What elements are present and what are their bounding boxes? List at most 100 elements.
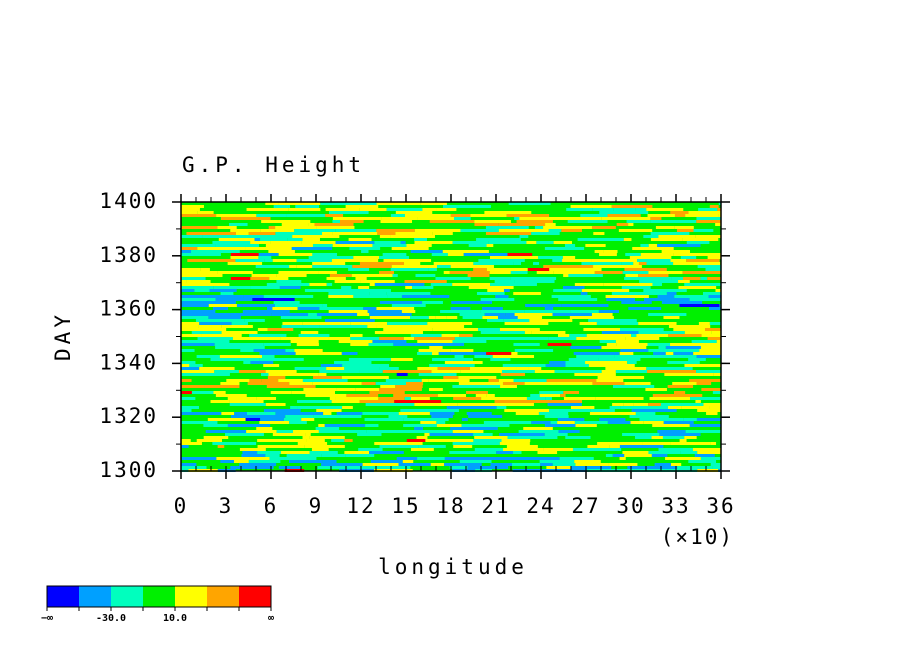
field-streak bbox=[318, 424, 325, 427]
field-streak bbox=[363, 241, 375, 244]
field-streak bbox=[436, 421, 446, 424]
field-streak bbox=[684, 283, 721, 286]
field-streak bbox=[359, 262, 404, 265]
field-streak bbox=[689, 424, 696, 427]
field-streak bbox=[673, 352, 682, 355]
field-streak bbox=[452, 241, 489, 244]
field-streak bbox=[181, 463, 197, 466]
field-streak bbox=[205, 430, 247, 433]
field-streak bbox=[490, 283, 537, 286]
field-streak bbox=[321, 454, 346, 457]
field-streak bbox=[276, 274, 307, 277]
field-streak bbox=[374, 442, 423, 445]
field-streak bbox=[387, 322, 428, 325]
field-streak bbox=[349, 247, 381, 250]
field-streak bbox=[514, 280, 555, 283]
field-streak bbox=[241, 454, 266, 457]
field-streak bbox=[181, 271, 218, 274]
field-streak bbox=[332, 232, 378, 235]
field-streak bbox=[611, 205, 653, 208]
field-streak bbox=[227, 397, 257, 400]
field-streak bbox=[513, 379, 547, 382]
field-streak bbox=[446, 316, 458, 319]
field-streak bbox=[302, 322, 351, 325]
field-streak bbox=[390, 358, 413, 361]
field-streak bbox=[601, 331, 639, 334]
field-streak bbox=[367, 325, 377, 328]
field-streak bbox=[612, 403, 624, 406]
field-streak bbox=[485, 232, 532, 235]
field-streak bbox=[312, 265, 353, 268]
field-streak bbox=[685, 214, 719, 217]
field-streak bbox=[290, 340, 307, 343]
field-streak bbox=[303, 325, 320, 328]
field-streak bbox=[460, 229, 499, 232]
field-streak bbox=[489, 256, 539, 259]
field-streak bbox=[334, 280, 361, 283]
field-streak bbox=[441, 334, 460, 337]
field-streak bbox=[308, 256, 354, 259]
field-streak bbox=[336, 412, 363, 415]
field-streak bbox=[712, 391, 721, 394]
field-streak bbox=[410, 448, 434, 451]
field-streak bbox=[302, 379, 348, 382]
field-streak bbox=[625, 274, 639, 277]
field-streak bbox=[290, 406, 298, 409]
field-streak bbox=[198, 325, 222, 328]
field-streak bbox=[353, 295, 388, 298]
field-streak bbox=[667, 349, 683, 352]
field-streak bbox=[485, 226, 529, 229]
field-streak bbox=[257, 445, 305, 448]
field-streak bbox=[264, 259, 273, 262]
field-streak bbox=[534, 226, 544, 229]
field-streak bbox=[265, 454, 280, 457]
field-streak bbox=[631, 409, 677, 412]
field-streak bbox=[231, 322, 249, 325]
field-streak bbox=[679, 304, 720, 307]
field-streak bbox=[309, 283, 327, 286]
field-streak bbox=[621, 301, 652, 304]
field-streak bbox=[212, 307, 229, 310]
field-streak bbox=[558, 298, 598, 301]
field-streak bbox=[393, 394, 438, 397]
field-streak bbox=[466, 412, 492, 415]
field-streak bbox=[543, 448, 573, 451]
field-streak bbox=[646, 208, 684, 211]
colorbar-label: ∞ bbox=[268, 613, 274, 624]
field-streak bbox=[301, 418, 315, 421]
field-streak bbox=[635, 436, 652, 439]
field-streak bbox=[317, 466, 362, 469]
field-streak bbox=[597, 442, 643, 445]
field-streak bbox=[195, 319, 245, 322]
field-streak bbox=[214, 370, 239, 373]
field-streak bbox=[624, 454, 652, 457]
field-streak bbox=[417, 340, 453, 343]
field-streak bbox=[543, 265, 594, 268]
field-streak bbox=[513, 262, 522, 265]
field-streak bbox=[403, 418, 449, 421]
field-streak bbox=[696, 217, 721, 220]
field-streak bbox=[663, 316, 680, 319]
field-streak bbox=[650, 232, 690, 235]
field-streak bbox=[655, 226, 675, 229]
field-streak bbox=[318, 373, 327, 376]
field-streak bbox=[379, 367, 399, 370]
field-streak bbox=[502, 382, 525, 385]
field-streak bbox=[484, 313, 506, 316]
field-streak bbox=[565, 364, 589, 367]
field-streak bbox=[311, 448, 329, 451]
field-streak bbox=[395, 232, 433, 235]
field-streak bbox=[297, 406, 343, 409]
field-streak bbox=[670, 463, 682, 466]
field-streak bbox=[225, 433, 264, 436]
field-streak bbox=[681, 406, 710, 409]
field-streak bbox=[391, 247, 429, 250]
field-streak bbox=[203, 436, 229, 439]
field-streak bbox=[274, 304, 323, 307]
field-streak bbox=[605, 295, 649, 298]
field-streak bbox=[181, 421, 218, 424]
field-streak bbox=[191, 331, 222, 334]
field-streak bbox=[296, 265, 313, 268]
field-streak bbox=[366, 430, 413, 433]
field-streak bbox=[199, 367, 235, 370]
